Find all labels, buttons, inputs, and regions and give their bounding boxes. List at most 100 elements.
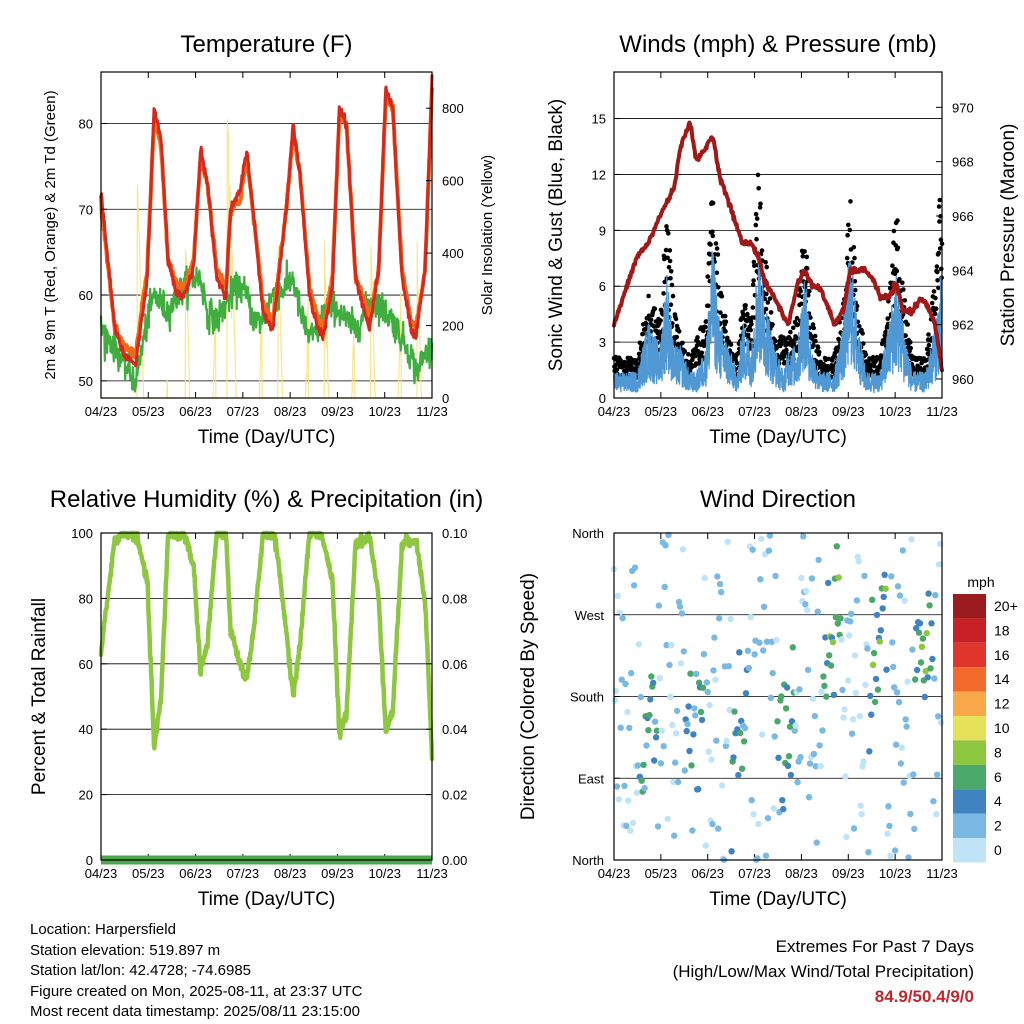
legend-swatch <box>953 667 986 692</box>
direction-point <box>742 690 750 697</box>
direction-point <box>755 820 762 828</box>
direction-point <box>693 670 700 678</box>
x-tick-label: 06/23 <box>691 866 724 881</box>
direction-point <box>625 797 632 804</box>
direction-point <box>783 684 791 691</box>
direction-point <box>676 603 684 610</box>
direction-point <box>653 727 661 734</box>
direction-point <box>935 713 942 720</box>
direction-point <box>806 760 814 767</box>
direction-point <box>817 762 824 770</box>
x-tick-label: 06/23 <box>179 404 212 419</box>
gust-point <box>674 334 679 340</box>
gust-point <box>848 199 853 204</box>
direction-point <box>611 697 619 704</box>
direction-point <box>840 714 847 721</box>
direction-point <box>857 802 864 809</box>
direction-point <box>730 754 737 761</box>
gust-point <box>780 356 785 361</box>
direction-point <box>774 718 781 725</box>
direction-point <box>859 763 866 770</box>
gust-point <box>715 252 721 257</box>
direction-point <box>868 711 875 718</box>
x-tick-label: 09/23 <box>832 866 865 881</box>
y2-tick-label: 0 <box>442 391 449 406</box>
x-tick-label: 08/23 <box>785 866 818 881</box>
x-tick-label: 09/23 <box>321 866 354 881</box>
direction-point <box>929 655 936 663</box>
direction-point <box>667 693 674 701</box>
gust-point <box>670 293 676 299</box>
direction-point <box>621 782 628 789</box>
extremes-title: Extremes For Past 7 Days <box>775 937 974 956</box>
y2-tick-label: 970 <box>952 100 974 115</box>
gust-point <box>908 345 913 351</box>
direction-point <box>637 693 644 701</box>
x-tick-label: 05/23 <box>132 866 165 881</box>
x-tick-label: 11/23 <box>416 404 448 419</box>
x-tick-label: 06/23 <box>691 404 724 419</box>
direction-point <box>843 833 850 840</box>
gust-point <box>664 224 669 229</box>
gust-point <box>861 341 866 346</box>
direction-point <box>662 542 669 549</box>
legend-swatch <box>953 789 986 814</box>
panel-2: Winds (mph) & Pressure (mb) 04/23 05/23 06/… <box>546 31 1019 448</box>
gust-point <box>676 329 682 334</box>
legend-swatch <box>953 618 986 643</box>
gust-point <box>750 282 756 288</box>
plot-border <box>100 71 433 399</box>
direction-point <box>666 661 673 669</box>
direction-point <box>687 670 694 677</box>
y-tick-label: 12 <box>592 167 606 182</box>
gust-point <box>718 310 723 315</box>
gust-point <box>804 254 810 260</box>
y2-tick-label: 0.10 <box>442 526 467 541</box>
gust-point <box>890 263 895 269</box>
direction-point <box>741 724 749 732</box>
legend-swatch <box>953 642 986 668</box>
direction-point <box>655 602 663 609</box>
gust-point <box>936 204 942 209</box>
gust-point <box>815 345 821 350</box>
gust-point <box>756 186 761 191</box>
legend-swatch <box>953 813 986 838</box>
direction-point <box>626 724 633 732</box>
direction-point <box>934 771 941 778</box>
gust-point <box>902 298 908 303</box>
y-tick-label: 70 <box>79 202 93 217</box>
station-info: Location: Harpersfield Station elevation… <box>30 920 362 1023</box>
gust-point <box>661 291 666 296</box>
direction-point <box>922 667 929 675</box>
direction-point <box>683 727 690 735</box>
x-tick-label: 11/23 <box>926 866 958 881</box>
direction-point <box>613 783 621 790</box>
gust-point <box>673 316 679 322</box>
x-tick-label: 05/23 <box>132 404 165 419</box>
direction-point <box>888 573 895 580</box>
direction-point <box>798 574 805 582</box>
x-tick-label: 11/23 <box>926 404 958 419</box>
direction-point <box>614 592 621 599</box>
created-text: Figure created on Mon, 2025-08-11, at 23… <box>30 982 363 1000</box>
direction-point <box>802 601 809 608</box>
direction-point <box>808 575 816 582</box>
direction-point <box>749 546 756 553</box>
direction-point <box>902 716 909 723</box>
gust-point <box>755 172 761 178</box>
direction-point <box>805 794 813 801</box>
direction-point <box>726 706 733 713</box>
direction-point <box>869 596 876 603</box>
sonic-wind-line <box>613 250 943 393</box>
x-axis-label: Time (Day/UTC) <box>709 889 847 910</box>
direction-point <box>918 643 926 650</box>
direction-point <box>784 762 792 769</box>
gust-point <box>701 328 706 334</box>
direction-point <box>856 713 863 720</box>
direction-point <box>897 760 905 767</box>
x-axis-label: Time (Day/UTC) <box>709 427 847 448</box>
gust-point <box>648 317 654 323</box>
gust-point <box>852 255 857 261</box>
gust-point <box>723 329 728 334</box>
